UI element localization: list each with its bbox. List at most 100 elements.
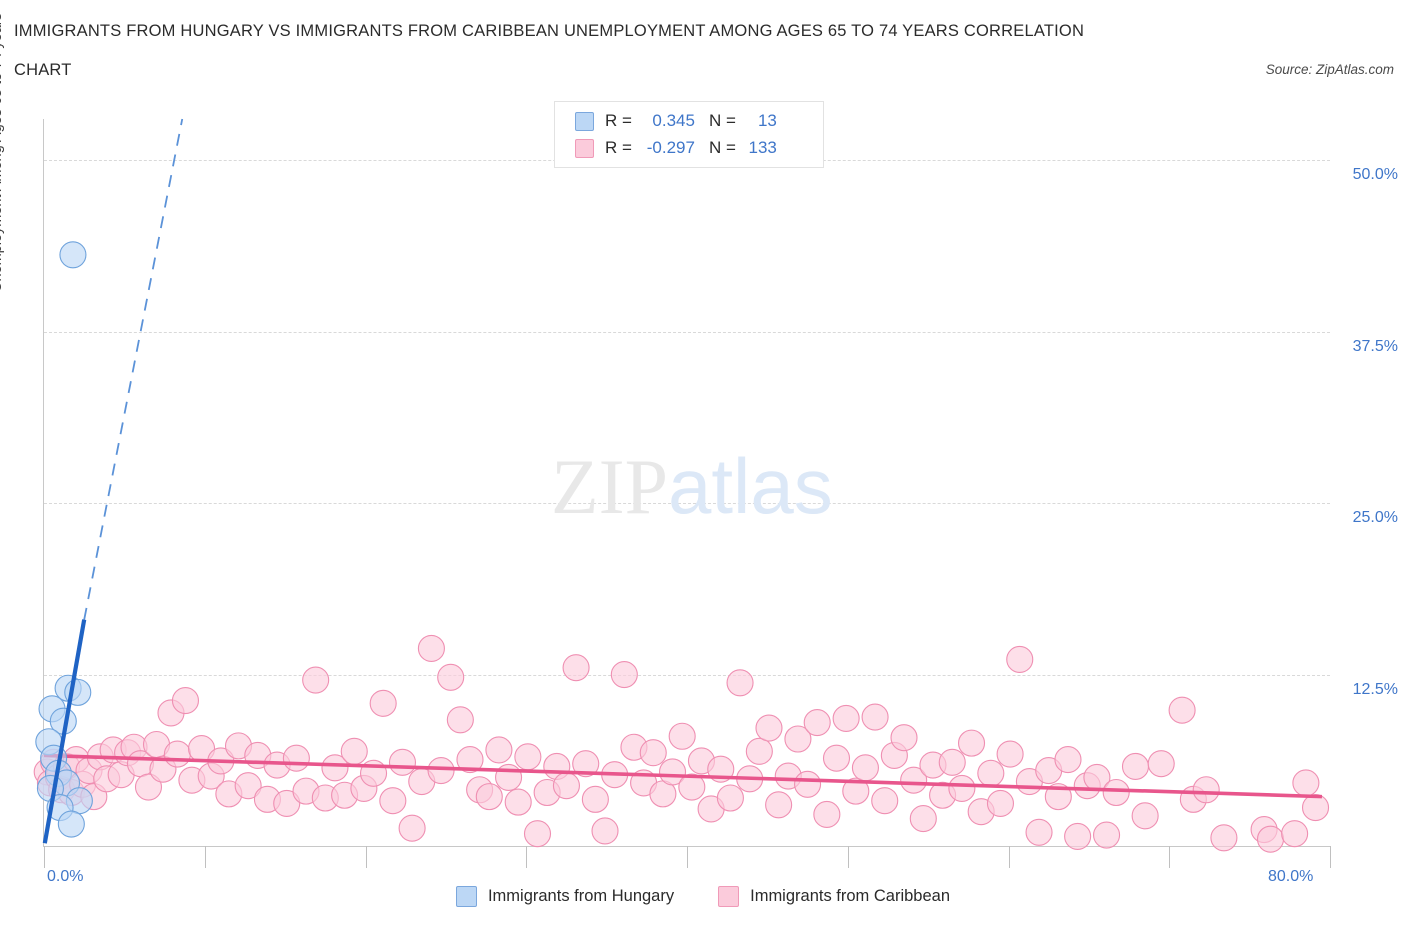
gridline-25.0% bbox=[44, 503, 1330, 505]
data-point bbox=[1210, 824, 1238, 852]
data-point bbox=[234, 772, 262, 800]
chart-title-line-2: CHART bbox=[14, 61, 72, 79]
data-point bbox=[784, 725, 812, 753]
data-point bbox=[1093, 821, 1121, 849]
correlation-row-hungary: R = 0.345 N = 13 bbox=[575, 108, 777, 134]
data-point bbox=[504, 788, 532, 816]
r-label-caribbean: R = bbox=[605, 138, 632, 157]
data-point bbox=[986, 789, 1015, 818]
series-legend: Immigrants from Hungary Immigrants from … bbox=[0, 886, 1406, 907]
data-point bbox=[273, 789, 301, 818]
x-tick-mark bbox=[1169, 846, 1171, 868]
data-point bbox=[417, 634, 445, 663]
data-point bbox=[890, 724, 918, 752]
data-point bbox=[1006, 645, 1034, 674]
data-point bbox=[514, 743, 542, 771]
r-value-caribbean: -0.297 bbox=[646, 138, 695, 157]
data-point bbox=[456, 746, 484, 774]
data-point bbox=[572, 750, 600, 778]
x-tick-mark bbox=[365, 846, 367, 868]
data-point bbox=[803, 708, 831, 737]
data-point bbox=[171, 687, 200, 715]
data-point bbox=[437, 663, 465, 691]
plot-area bbox=[33, 118, 1330, 853]
data-point bbox=[1025, 818, 1053, 846]
data-point bbox=[591, 817, 619, 845]
data-point bbox=[1256, 825, 1285, 853]
source-attribution: Source: ZipAtlas.com bbox=[1265, 62, 1394, 77]
data-point bbox=[1064, 822, 1092, 850]
x-tick-mark bbox=[204, 846, 206, 868]
data-point bbox=[369, 689, 397, 717]
data-point bbox=[340, 737, 368, 765]
data-point bbox=[794, 770, 822, 798]
data-point bbox=[427, 757, 455, 785]
data-point bbox=[957, 729, 986, 757]
data-point bbox=[523, 820, 552, 848]
data-point bbox=[1281, 820, 1309, 848]
data-point bbox=[57, 810, 85, 838]
trendline-hungary-extension bbox=[83, 118, 184, 620]
data-point bbox=[134, 773, 163, 801]
correlation-row-caribbean: R = -0.297 N = 133 bbox=[575, 135, 777, 161]
series-label-hungary: Immigrants from Hungary bbox=[487, 887, 675, 905]
y-axis-line bbox=[43, 119, 44, 847]
data-point bbox=[948, 774, 976, 802]
y-axis-title: Unemployment Among Ages 65 to 74 years bbox=[0, 13, 5, 292]
data-point bbox=[495, 763, 523, 791]
data-point bbox=[302, 666, 330, 694]
data-point bbox=[1121, 752, 1150, 780]
data-point bbox=[900, 766, 928, 794]
data-point bbox=[977, 759, 1005, 787]
n-label-caribbean: N = bbox=[708, 138, 736, 157]
trendline-caribbean bbox=[43, 753, 1323, 799]
x-tick-mark bbox=[526, 846, 528, 868]
chart-title-line-1: IMMIGRANTS FROM HUNGARY VS IMMIGRANTS FR… bbox=[14, 22, 1085, 40]
data-point bbox=[861, 703, 889, 731]
data-point bbox=[938, 748, 966, 776]
y-tick-label: 12.5% bbox=[1352, 680, 1398, 698]
data-point bbox=[842, 777, 870, 805]
scatter-canvas bbox=[33, 118, 1330, 853]
x-tick-mark bbox=[44, 846, 45, 868]
data-point bbox=[658, 758, 687, 786]
data-point bbox=[485, 736, 513, 764]
data-point bbox=[581, 785, 609, 813]
data-point bbox=[851, 754, 879, 782]
x-tick-mark bbox=[687, 846, 688, 868]
r-value-hungary: 0.345 bbox=[652, 111, 695, 130]
data-point bbox=[996, 740, 1024, 768]
data-point bbox=[765, 791, 793, 819]
data-point bbox=[1301, 794, 1330, 822]
n-value-hungary: 13 bbox=[757, 111, 777, 130]
correlation-legend: R = 0.345 N = 13 R = -0.297 N = 133 bbox=[554, 101, 824, 168]
data-point bbox=[668, 722, 696, 750]
data-point bbox=[475, 783, 503, 811]
x-tick-mark bbox=[1330, 846, 1331, 868]
data-point bbox=[1292, 769, 1320, 797]
data-point bbox=[1131, 802, 1159, 830]
legend-swatch-hungary-icon bbox=[575, 111, 594, 131]
y-tick-label: 50.0% bbox=[1352, 166, 1398, 184]
data-point bbox=[610, 660, 638, 689]
n-label-hungary: N = bbox=[708, 111, 736, 130]
data-point bbox=[1192, 776, 1220, 804]
series-legend-item-caribbean[interactable]: Immigrants from Caribbean bbox=[718, 886, 950, 907]
series-legend-item-hungary[interactable]: Immigrants from Hungary bbox=[455, 886, 675, 907]
data-point bbox=[446, 706, 474, 734]
gridline-12.5% bbox=[44, 674, 1330, 676]
data-point bbox=[163, 740, 191, 768]
n-value-caribbean: 133 bbox=[748, 138, 777, 157]
data-point bbox=[552, 772, 580, 800]
data-point bbox=[59, 241, 87, 269]
series-swatch-hungary-icon bbox=[455, 886, 477, 907]
data-point bbox=[321, 754, 349, 782]
legend-swatch-caribbean-icon bbox=[575, 138, 594, 158]
gridline-37.5% bbox=[44, 331, 1330, 333]
y-tick-label: 37.5% bbox=[1352, 337, 1398, 355]
data-point bbox=[1102, 778, 1130, 807]
data-point bbox=[1168, 696, 1196, 724]
data-point bbox=[282, 744, 310, 772]
data-point bbox=[678, 773, 706, 801]
data-point bbox=[832, 704, 860, 732]
